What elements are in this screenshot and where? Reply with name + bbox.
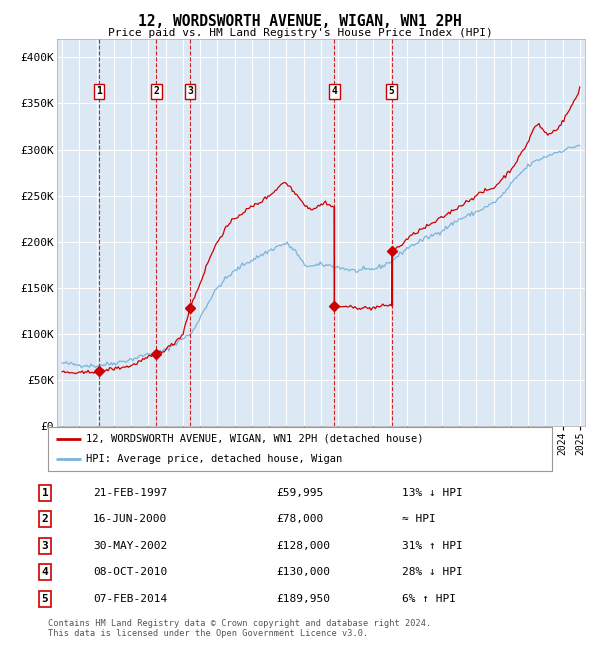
Text: £59,995: £59,995: [276, 488, 323, 498]
Text: £130,000: £130,000: [276, 567, 330, 577]
Text: 31% ↑ HPI: 31% ↑ HPI: [402, 541, 463, 551]
Text: 12, WORDSWORTH AVENUE, WIGAN, WN1 2PH (detached house): 12, WORDSWORTH AVENUE, WIGAN, WN1 2PH (d…: [86, 434, 424, 444]
Text: HPI: Average price, detached house, Wigan: HPI: Average price, detached house, Wiga…: [86, 454, 342, 464]
Text: 07-FEB-2014: 07-FEB-2014: [93, 594, 167, 604]
Text: 21-FEB-1997: 21-FEB-1997: [93, 488, 167, 498]
Text: 30-MAY-2002: 30-MAY-2002: [93, 541, 167, 551]
Text: Price paid vs. HM Land Registry's House Price Index (HPI): Price paid vs. HM Land Registry's House …: [107, 28, 493, 38]
Text: £78,000: £78,000: [276, 514, 323, 524]
Text: 4: 4: [41, 567, 49, 577]
Text: ≈ HPI: ≈ HPI: [402, 514, 436, 524]
Text: £189,950: £189,950: [276, 594, 330, 604]
Text: 1: 1: [96, 86, 102, 96]
Text: 13% ↓ HPI: 13% ↓ HPI: [402, 488, 463, 498]
Text: 08-OCT-2010: 08-OCT-2010: [93, 567, 167, 577]
Text: 5: 5: [389, 86, 395, 96]
Text: 2: 2: [154, 86, 160, 96]
Text: Contains HM Land Registry data © Crown copyright and database right 2024.
This d: Contains HM Land Registry data © Crown c…: [48, 619, 431, 638]
Text: 6% ↑ HPI: 6% ↑ HPI: [402, 594, 456, 604]
Text: 3: 3: [187, 86, 193, 96]
Text: 2: 2: [41, 514, 49, 524]
Text: 3: 3: [41, 541, 49, 551]
Text: 1: 1: [41, 488, 49, 498]
Text: £128,000: £128,000: [276, 541, 330, 551]
Text: 4: 4: [331, 86, 337, 96]
Text: 5: 5: [41, 594, 49, 604]
Text: 12, WORDSWORTH AVENUE, WIGAN, WN1 2PH: 12, WORDSWORTH AVENUE, WIGAN, WN1 2PH: [138, 14, 462, 29]
Text: 16-JUN-2000: 16-JUN-2000: [93, 514, 167, 524]
Text: 28% ↓ HPI: 28% ↓ HPI: [402, 567, 463, 577]
